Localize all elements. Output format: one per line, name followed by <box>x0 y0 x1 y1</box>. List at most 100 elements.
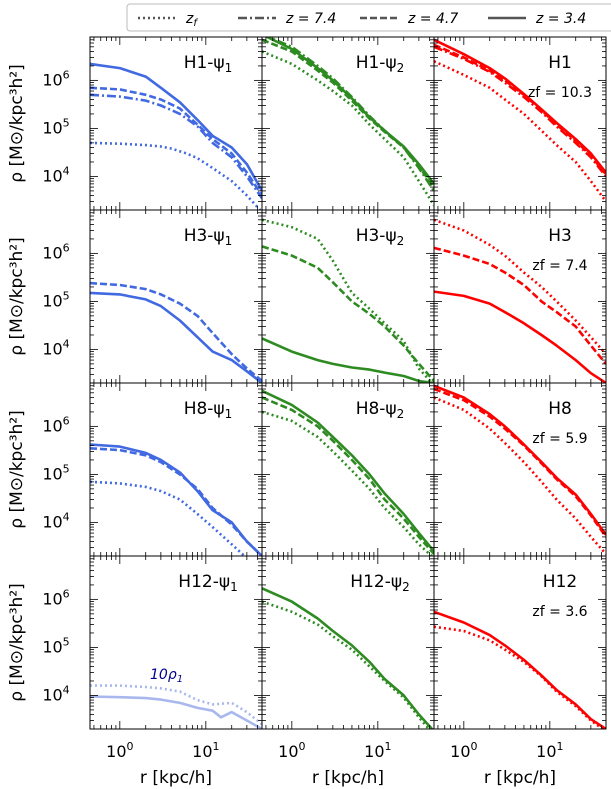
series-line-solid <box>262 337 434 383</box>
y-tick-label: 106 <box>42 241 69 262</box>
panel-h1-psi1: H1-ψ1 104 105 106 <box>42 36 263 211</box>
series-line-dashed <box>434 387 606 538</box>
panel-title: H8-ψ2 <box>356 399 405 421</box>
tick-marks <box>90 36 262 211</box>
axis-labels: r [kpc/h] r [kpc/h] r [kpc/h] ρ [M⊙/kpc³h²]… <box>7 64 556 788</box>
panel-title: H1-ψ2 <box>356 53 405 75</box>
series-line-dotted <box>434 218 606 355</box>
series-line-solid <box>434 38 606 174</box>
formation-redshift-label: zf = 10.3 <box>528 85 592 101</box>
series-line-dashed <box>262 38 434 188</box>
tick-marks <box>262 36 434 211</box>
panel-h3: H3 zf = 7.4 <box>433 209 607 384</box>
series-line-dotted <box>434 60 606 203</box>
series-line-dotted <box>262 50 434 206</box>
panel-title: H12-ψ1 <box>178 572 237 594</box>
y-tick-label: 106 <box>42 587 69 608</box>
series-line-dashed <box>434 246 606 365</box>
panel-title: H1 <box>548 53 572 73</box>
panel-grid: H1-ψ1 104 105 106 H1-ψ2 H1 zf = 10.3 H3-ψ1 104 10… <box>42 36 607 761</box>
tick-marks <box>434 209 606 384</box>
x-tick-label: 101 <box>192 740 219 761</box>
formation-redshift-label: zf = 5.9 <box>532 431 587 447</box>
series-line-solid <box>434 610 606 729</box>
tick-marks <box>262 382 434 557</box>
tick-marks <box>90 555 262 730</box>
series-line-solid <box>264 37 434 185</box>
series-line-dashdot <box>90 93 262 200</box>
panel-h3-psi2: H3-ψ2 <box>261 209 435 384</box>
panel-h1: H1 zf = 10.3 <box>433 36 607 211</box>
series-line-solid <box>90 443 262 556</box>
series-line-solid <box>90 62 262 192</box>
tick-marks <box>90 382 262 557</box>
panel-frame <box>433 382 607 557</box>
panel-h8-psi2: H8-ψ2 <box>261 382 435 557</box>
y-axis-label: ρ [M⊙/kpc³h²] <box>7 410 27 529</box>
series-line-solid <box>434 384 606 536</box>
x-tick-label: 100 <box>278 740 305 761</box>
panel-title: H8 <box>548 399 572 419</box>
legend-entry-label: z = 7.4 <box>285 11 336 27</box>
y-tick-label: 105 <box>42 289 69 310</box>
tick-marks <box>434 555 606 730</box>
y-tick-label: 104 <box>42 510 69 531</box>
x-tick-label: 100 <box>106 740 133 761</box>
series-line-dashed <box>90 86 262 197</box>
panel-frame <box>433 36 607 211</box>
y-tick-label: 104 <box>42 164 69 185</box>
y-axis-label: ρ [M⊙/kpc³h²] <box>7 64 27 183</box>
panel-h3-psi1: H3-ψ1 104 105 106 <box>42 209 263 384</box>
y-axis-label: ρ [M⊙/kpc³h²] <box>7 583 27 702</box>
panel-frame <box>261 36 435 211</box>
series-line-dashed <box>434 43 606 176</box>
panel-h12-psi2: H12-ψ2 100 101 <box>261 555 435 761</box>
panel-title: H3-ψ1 <box>184 226 233 248</box>
y-tick-label: 105 <box>42 462 69 483</box>
legend-entry-label: z = 3.4 <box>535 11 586 27</box>
panel-h12-psi1: H12-ψ1 10ρ1 104 105 106 100 101 <box>42 555 263 761</box>
y-tick-label: 106 <box>42 414 69 435</box>
x-axis-label: r [kpc/h] <box>312 768 384 788</box>
annotation-label: 10ρ1 <box>150 667 183 685</box>
y-tick-label: 106 <box>42 68 69 89</box>
y-axis-label: ρ [M⊙/kpc³h²] <box>7 237 27 356</box>
tick-marks <box>90 209 262 384</box>
panel-h12: H12 zf = 3.6 100 101 <box>433 555 607 761</box>
series-line-dotted <box>434 625 606 729</box>
tick-marks <box>262 209 434 384</box>
series-line-solid <box>90 291 262 383</box>
series-line-dashdot <box>264 37 434 192</box>
x-tick-label: 101 <box>364 740 391 761</box>
series-line-dotted <box>262 600 431 729</box>
series-line-dashed <box>90 281 262 383</box>
panel-title: H12-ψ2 <box>350 572 409 594</box>
panel-h8-psi1: H8-ψ1 104 105 106 <box>42 382 263 557</box>
tick-marks <box>434 382 606 557</box>
panel-frame <box>433 555 607 730</box>
series-line-dotted <box>434 396 606 555</box>
tick-marks <box>434 36 606 211</box>
panel-h8: H8 zf = 5.9 <box>433 382 607 557</box>
formation-redshift-label: zf = 7.4 <box>532 258 587 274</box>
series-line-dotted <box>90 480 247 556</box>
tick-marks <box>262 555 434 730</box>
y-tick-label: 104 <box>42 683 69 704</box>
panel-title: H1-ψ1 <box>184 53 233 75</box>
series-line-dotted <box>262 218 434 383</box>
panel-h1-psi2: H1-ψ2 <box>261 36 435 211</box>
y-tick-label: 105 <box>42 635 69 656</box>
panel-title: H8-ψ1 <box>184 399 233 421</box>
x-axis-label: r [kpc/h] <box>484 768 556 788</box>
legend-frame <box>126 3 611 32</box>
y-tick-label: 105 <box>42 116 69 137</box>
panel-title: H12 <box>543 572 577 592</box>
series-line-dashed <box>262 245 434 382</box>
x-axis-label: r [kpc/h] <box>140 768 212 788</box>
series-line-solid <box>262 587 434 729</box>
panel-title: H3-ψ2 <box>356 226 405 248</box>
series-line-dashed <box>90 447 262 556</box>
legend: zf z = 7.4 z = 4.7 z = 3.4 <box>126 3 611 32</box>
series-line-dashed <box>262 396 434 555</box>
